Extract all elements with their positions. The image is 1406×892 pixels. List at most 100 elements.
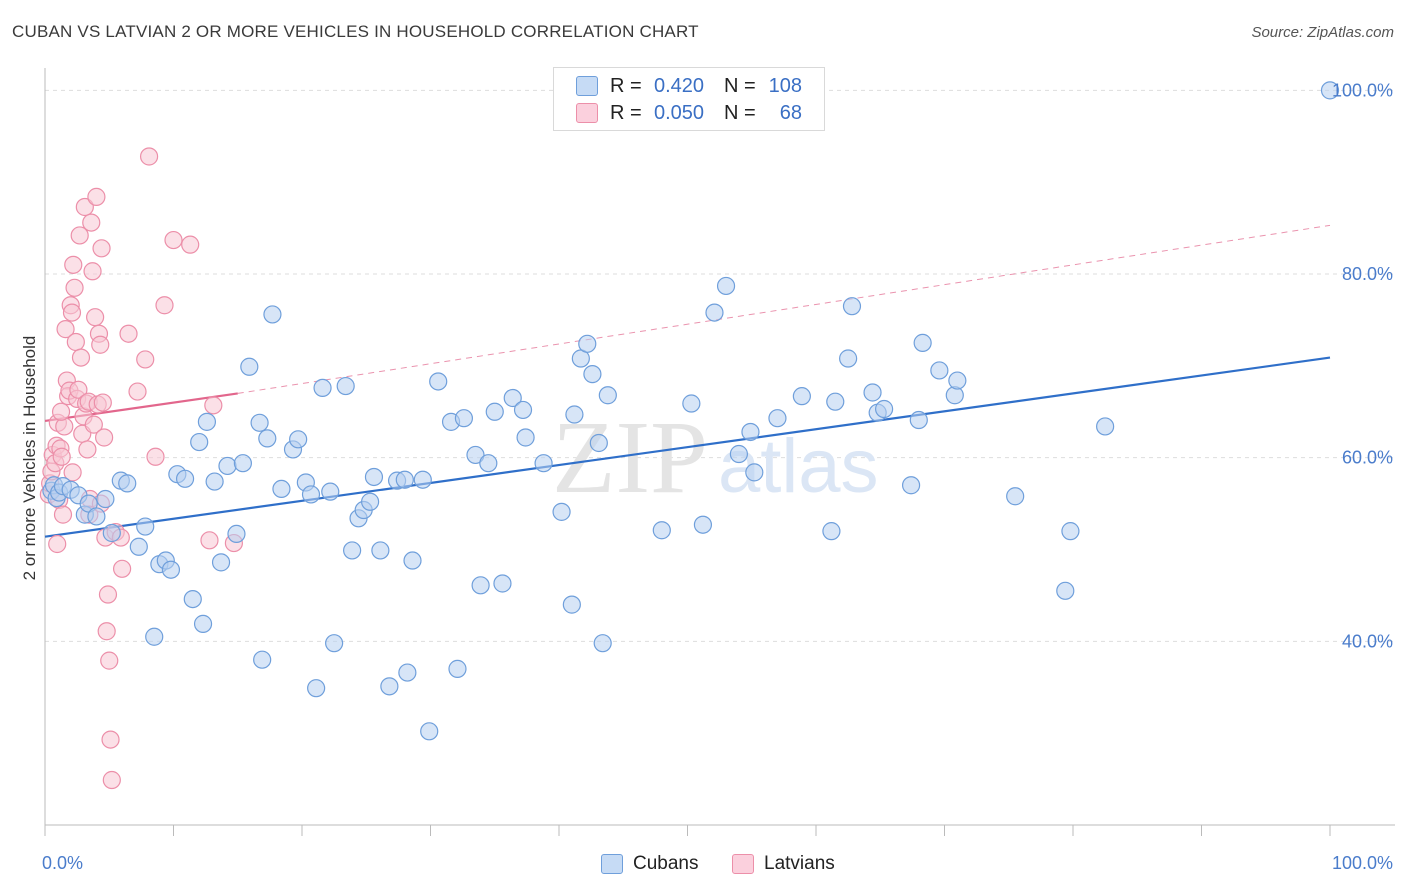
y-tick-label: 80.0% [1342,264,1393,284]
point-latvians [92,239,111,258]
point-latvians [75,197,94,217]
point-cubans [826,392,845,411]
bottom-legend-label-cubans: Cubans [633,853,699,874]
source-label: Source: ZipAtlas.com [1251,24,1394,41]
bottom-legend-latvians: Latvians [732,852,835,876]
point-cubans [183,589,202,609]
point-latvians [102,770,121,790]
legend-n-value: 108 [768,74,802,97]
data-points [39,81,1340,790]
point-latvians [63,463,82,482]
point-cubans [253,650,272,669]
point-cubans [240,357,259,376]
point-latvians [48,534,67,554]
point-latvians [51,402,71,421]
point-latvians [66,332,85,352]
chart-title: CUBAN VS LATVIAN 2 OR MORE VEHICLES IN H… [12,22,699,41]
point-latvians [146,447,165,466]
legend-r-label: R = [610,101,642,124]
point-cubans [272,479,291,499]
point-cubans [398,663,417,682]
point-latvians [97,622,116,641]
point-cubans [909,410,928,430]
point-latvians [52,447,71,466]
point-cubans [729,444,749,464]
point-cubans [336,376,355,396]
point-latvians [164,230,183,250]
point-cubans [516,428,535,447]
point-cubans [258,429,277,448]
point-latvians [65,278,84,297]
point-cubans [364,467,384,487]
point-cubans [96,489,115,509]
point-cubans [263,305,282,324]
point-latvians [181,235,200,254]
legend-swatch-cubans [576,76,598,96]
legend-r-value: 0.050 [654,101,705,124]
point-latvians [64,255,83,274]
point-cubans [448,659,467,678]
point-latvians [83,262,102,281]
point-cubans [589,433,608,453]
point-cubans [454,409,474,428]
point-latvians [200,531,219,550]
point-cubans [705,303,724,322]
point-cubans [175,469,195,488]
point-cubans [479,454,498,473]
point-cubans [552,502,571,521]
point-latvians [84,415,103,434]
point-cubans [129,537,148,556]
point-cubans [313,378,332,397]
point-cubans [598,386,617,405]
point-cubans [102,523,121,543]
x-tick-label: 100.0% [1332,853,1393,873]
point-latvians [128,382,147,401]
point-cubans [87,507,106,526]
point-cubans [197,412,217,431]
point-latvians [100,651,119,670]
point-cubans [945,386,964,405]
point-cubans [361,492,380,511]
point-latvians [87,187,106,206]
point-latvians [155,296,174,315]
point-cubans [211,553,231,572]
point-cubans [325,634,344,653]
point-latvians [95,428,114,447]
axes [44,68,1395,836]
point-cubans [822,522,841,541]
bottom-legend-label-latvians: Latvians [764,853,835,874]
point-latvians [55,417,74,436]
point-cubans [693,515,713,534]
legend-n-label: N = [724,74,756,97]
point-cubans [745,463,764,482]
legend-row-latvians: R = 0.050 N = 68 [576,100,802,126]
point-cubans [901,476,921,495]
point-latvians [56,320,75,339]
point-latvians [136,350,155,369]
x-tick-label: 0.0% [42,853,83,873]
point-cubans [218,456,237,476]
point-cubans [583,365,602,384]
point-latvians [112,559,132,578]
point-cubans [578,334,597,353]
legend-n-label: N = [724,101,756,124]
point-cubans [863,383,882,402]
legend-n-value: 68 [779,101,802,124]
point-cubans [513,400,533,420]
point-cubans [118,474,137,493]
point-cubans [768,409,787,428]
bottom-legend-swatch-cubans [601,854,623,874]
trend-line-cubans [44,356,1331,538]
bottom-legend-swatch-latvians [732,854,754,874]
point-cubans [534,454,553,473]
point-cubans [1061,522,1080,541]
legend-swatch-latvians [576,103,598,123]
correlation-legend: R = 0.420 N = 108 R = 0.050 N = 68 [553,67,825,131]
point-latvians [78,440,97,459]
point-latvians [53,505,73,524]
point-cubans [839,349,858,368]
bottom-legend-cubans: Cubans [601,852,699,876]
legend-row-cubans: R = 0.420 N = 108 [576,73,802,99]
point-cubans [321,482,340,501]
